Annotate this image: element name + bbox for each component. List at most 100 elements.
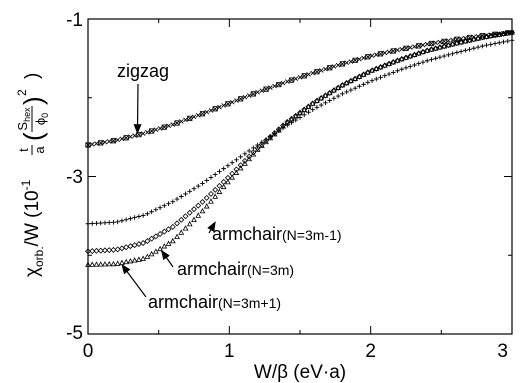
point-diamond-marker — [174, 220, 181, 227]
point-triangle-marker — [369, 67, 375, 73]
point-x-marker — [318, 68, 324, 73]
point-diamond-marker — [263, 137, 270, 144]
point-plus-marker — [416, 61, 422, 66]
point-plus-marker — [170, 199, 176, 204]
point-diamond-marker — [127, 243, 134, 250]
point-triangle-marker — [229, 174, 236, 180]
point-triangle-marker — [271, 130, 278, 137]
point-square-marker — [174, 120, 180, 126]
point-triangle-marker — [487, 32, 494, 39]
point-x-marker — [369, 53, 375, 59]
point-plus-marker — [242, 151, 248, 157]
annotation-armchair-3m-suffix: (N=3m) — [247, 262, 294, 278]
point-triangle-marker — [148, 250, 155, 257]
point-diamond-marker — [203, 194, 210, 201]
point-plus-marker — [335, 93, 341, 99]
point-triangle-marker — [470, 36, 477, 42]
point-triangle-marker — [343, 79, 350, 86]
point-diamond-marker — [212, 186, 219, 193]
annotation-armchair-3m+1-arrow — [121, 263, 147, 298]
point-x-marker — [246, 93, 252, 98]
annotation-armchair-3m-1-arrow — [207, 221, 216, 234]
point-triangle-marker — [356, 73, 363, 79]
point-plus-marker — [212, 172, 218, 177]
y-label-frac-den-sub: 0 — [40, 113, 50, 118]
point-square-marker — [416, 43, 422, 49]
point-diamond-marker — [394, 57, 401, 64]
point-triangle-marker — [106, 260, 113, 267]
point-diamond-marker — [182, 213, 189, 220]
point-x-marker — [420, 42, 426, 48]
point-triangle-marker — [339, 82, 346, 88]
annotation-armchair-3m: armchair(N=3m) — [160, 249, 294, 279]
point-plus-marker — [446, 52, 451, 58]
point-triangle-marker — [127, 258, 134, 264]
point-x-marker — [352, 58, 358, 63]
point-triangle-marker — [318, 94, 325, 101]
point-x-marker — [111, 138, 116, 144]
point-triangle-marker — [208, 198, 214, 204]
point-diamond-marker — [178, 216, 185, 223]
point-x-marker — [344, 60, 349, 66]
point-square-marker — [148, 128, 155, 134]
point-triangle-marker — [225, 178, 231, 185]
point-triangle-marker — [504, 29, 511, 36]
svg-text:ϕ0: ϕ0 — [33, 113, 50, 125]
point-plus-marker — [378, 75, 383, 80]
point-x-marker — [221, 103, 226, 108]
point-x-marker — [89, 141, 95, 147]
point-x-marker — [399, 46, 405, 52]
point-triangle-marker — [131, 257, 138, 263]
point-plus-marker — [463, 48, 468, 53]
point-square-marker — [403, 45, 409, 51]
y-label-close-paren: ) — [18, 96, 48, 105]
annotation-zigzag: zigzag — [117, 61, 169, 135]
point-x-marker — [276, 82, 282, 87]
point-triangle-marker — [191, 216, 197, 223]
svg-text:χorb./W (10-1: χorb./W (10-1 — [19, 179, 46, 277]
point-triangle-marker — [110, 260, 117, 267]
point-diamond-marker — [305, 103, 312, 110]
point-x-marker — [200, 111, 205, 117]
axis-ticks — [87, 18, 513, 335]
point-plus-marker — [424, 58, 430, 64]
point-triangle-marker — [233, 169, 240, 175]
point-plus-marker — [140, 213, 146, 218]
point-x-marker — [183, 117, 188, 123]
point-x-marker — [102, 139, 108, 145]
point-diamond-marker — [377, 64, 384, 71]
point-diamond-marker — [165, 226, 172, 233]
x-tick-label: 1 — [224, 341, 235, 362]
svg-text:armchair(N=3m): armchair(N=3m) — [177, 259, 294, 279]
point-plus-marker — [386, 71, 392, 77]
point-diamond-marker — [191, 206, 197, 213]
point-x-marker — [178, 119, 184, 124]
point-x-marker — [272, 83, 277, 89]
point-square-marker — [238, 96, 244, 102]
point-triangle-marker — [449, 40, 456, 47]
point-diamond-marker — [254, 145, 261, 152]
x-tick-label: 2 — [365, 341, 376, 362]
point-triangle-marker — [441, 43, 448, 49]
point-plus-marker — [301, 112, 307, 118]
svg-text:armchair(N=3m+1): armchair(N=3m+1) — [148, 292, 281, 312]
y-label-rest: /W (10 — [22, 190, 43, 246]
series-x — [85, 30, 515, 148]
point-x-marker — [208, 108, 214, 113]
point-diamond-marker — [509, 29, 515, 36]
point-plus-marker — [102, 220, 108, 226]
y-axis-label: χorb./W (10-1 t a ( Shex ϕ0 ) 2 ) — [15, 73, 50, 277]
point-triangle-marker — [85, 261, 91, 267]
point-diamond-marker — [369, 67, 376, 74]
point-square-marker — [263, 86, 269, 92]
point-x-marker — [191, 114, 197, 120]
annotation-zigzag-label: zigzag — [117, 61, 169, 81]
point-triangle-marker — [479, 34, 486, 40]
point-triangle-marker — [267, 134, 274, 141]
point-diamond-marker — [381, 62, 388, 69]
point-diamond-marker — [356, 73, 363, 80]
point-triangle-marker — [496, 31, 503, 37]
point-square-marker — [390, 48, 396, 54]
point-triangle-marker — [250, 151, 257, 157]
point-plus-marker — [492, 41, 498, 46]
